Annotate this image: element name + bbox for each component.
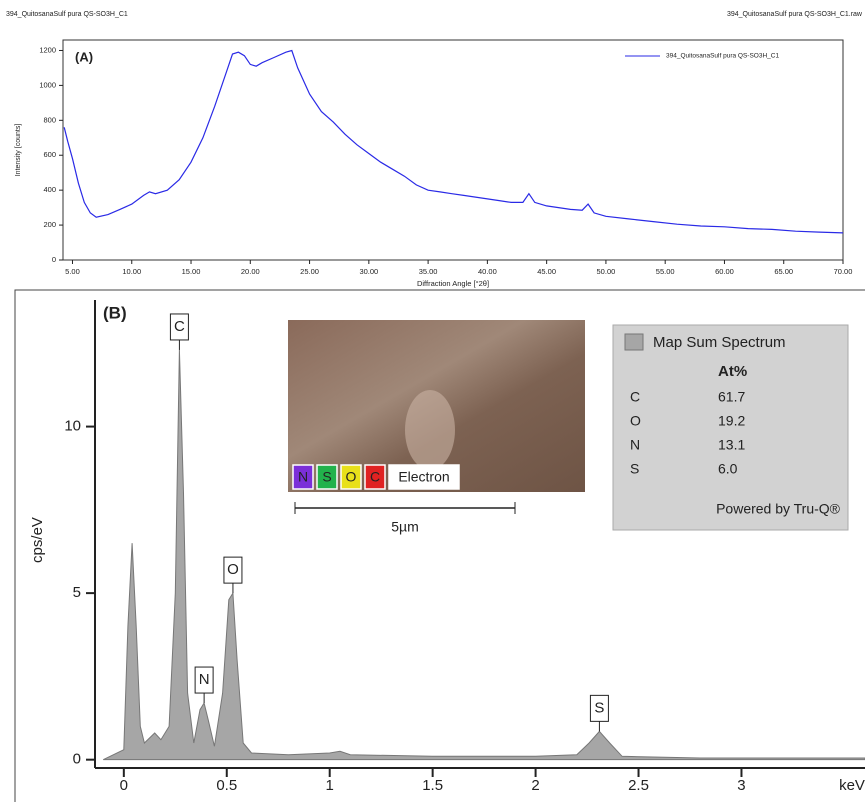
y-tick-label: 1200 [39,45,56,54]
element-chip [340,464,362,490]
y-tick-label: 800 [43,115,56,124]
panel-label: (B) [103,303,127,322]
peak-label: O [227,561,239,578]
x-tick-label: 35.00 [419,267,438,276]
scale-bar-label: 5µm [391,519,419,535]
y-tick-label: 200 [43,220,56,229]
peak-label: C [174,318,185,335]
sem-feature [405,390,455,470]
y-tick-label: 600 [43,150,56,159]
quant-value: 13.1 [718,437,745,453]
x-tick-label: 5.00 [65,267,80,276]
y-tick-label: 0 [52,255,56,264]
x-tick-label: 10.00 [122,267,141,276]
peak-label-box [169,313,189,341]
x-tick-label: 50.00 [597,267,616,276]
legend-swatch [624,333,644,351]
header-left: 394_QuitosanaSulf pura QS-SO3H_C1 [6,11,128,18]
x-tick-label: 60.00 [715,267,734,276]
plot-frame [62,39,844,261]
element-chip [292,464,314,490]
panel-label: (A) [75,49,93,64]
x-axis-label: Diffraction Angle [°2θ] [417,279,489,288]
legend-label: Map Sum Spectrum [653,334,786,351]
x-tick-label: 3 [737,777,745,794]
element-chip [316,464,338,490]
x-tick-label: 15.00 [182,267,201,276]
quant-header: At% [718,363,747,380]
quant-element: S [630,461,639,477]
series-line [63,49,844,234]
legend-label: 394_QuitosanaSulf pura QS-SO3H_C1 [666,53,779,60]
y-tick-label: 400 [43,185,56,194]
quant-element: C [630,389,640,405]
quant-box [612,324,849,531]
x-tick-label: 1.5 [422,777,443,794]
peak-label-box [194,666,214,694]
quant-value: 61.7 [718,389,745,405]
x-tick-label: 2 [531,777,539,794]
element-chip-label: O [346,469,357,485]
peak-label: N [199,671,210,688]
x-tick-label: 40.00 [478,267,497,276]
x-tick-label: 2.5 [628,777,649,794]
peak-label-box [223,556,243,584]
x-tick-label: 65.00 [774,267,793,276]
y-tick-label: 10 [64,418,81,435]
y-tick-label: 5 [73,584,81,601]
y-axis-label: cps/eV [29,517,46,563]
quant-element: O [630,413,641,429]
quant-value: 6.0 [718,461,738,477]
element-chip [388,464,460,490]
panel-frame [14,289,865,802]
y-tick-label: 0 [73,751,81,768]
element-chip [364,464,386,490]
x-tick-label: 25.00 [300,267,319,276]
x-tick-label: 20.00 [241,267,260,276]
header-right: 394_QuitosanaSulf pura QS-SO3H_C1.raw [727,11,863,18]
quant-footer: Powered by Tru-Q® [716,501,841,517]
x-tick-label: 45.00 [537,267,556,276]
y-axis-label: Intensity [counts] [15,124,22,177]
spectrum-area [102,349,865,761]
peak-label-box [589,694,609,722]
peak-label: S [594,699,604,716]
quant-value: 19.2 [718,413,745,429]
y-tick-label: 1000 [39,80,56,89]
element-chip-label: C [370,469,380,485]
element-chip-label: N [298,469,308,485]
x-tick-label: 55.00 [656,267,675,276]
x-tick-label: 0.5 [216,777,237,794]
quant-element: N [630,437,640,453]
x-axis-label: keV [839,777,865,794]
x-tick-label: 30.00 [359,267,378,276]
element-chip-label: Electron [398,469,449,485]
x-tick-label: 70.00 [834,267,853,276]
x-tick-label: 1 [326,777,334,794]
x-tick-label: 0 [120,777,128,794]
element-chip-label: S [322,469,331,485]
